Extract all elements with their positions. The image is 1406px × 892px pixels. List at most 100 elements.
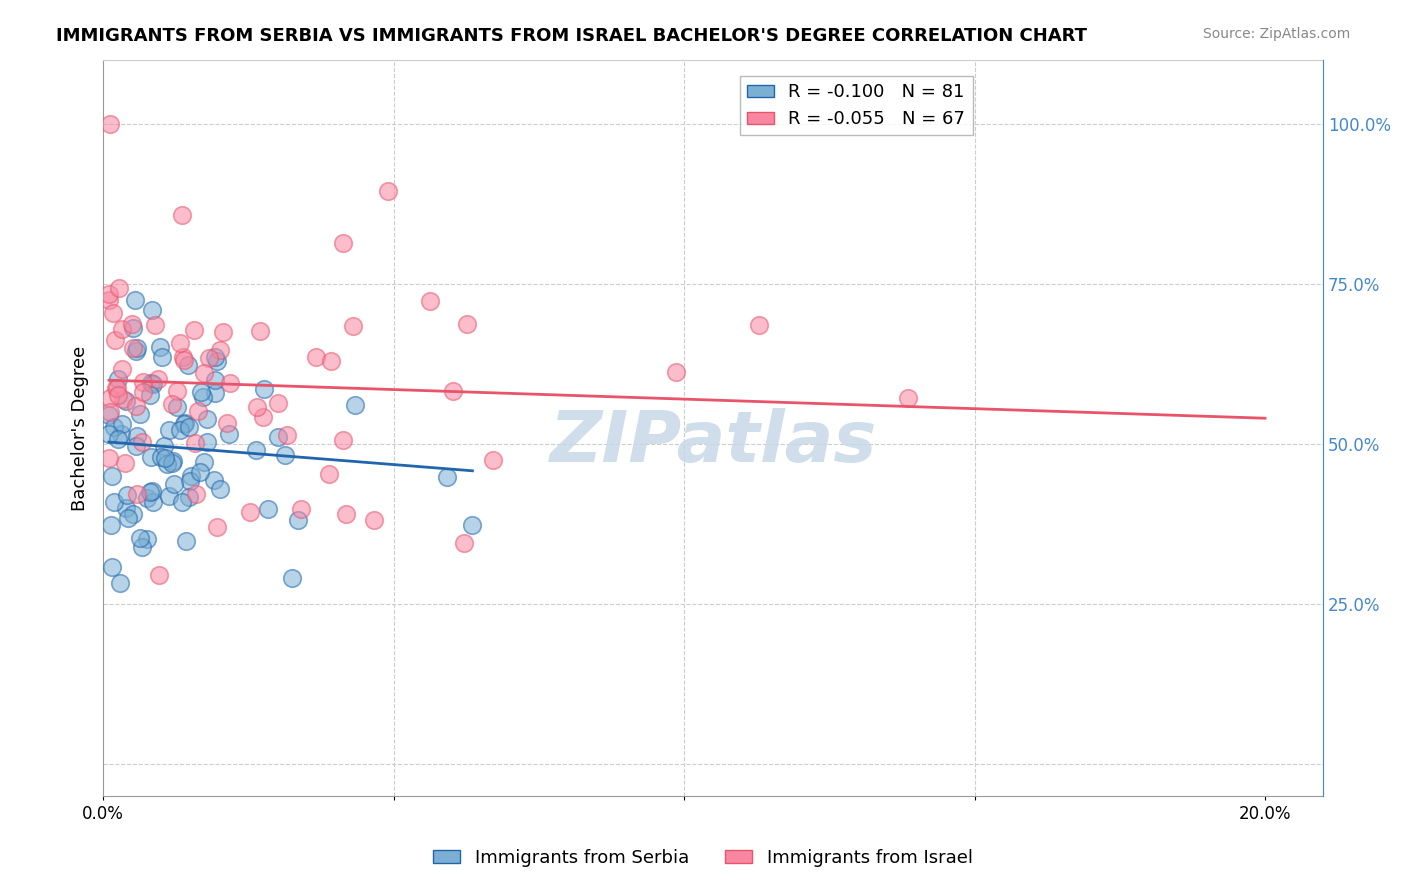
Point [267,430,290,444]
Point [163,477,186,491]
Point [152,350,174,364]
Point [249,325,271,339]
Point [195,435,218,450]
Point [665,365,688,379]
Point [142,495,165,509]
Point [111,362,134,376]
Point [131,540,153,554]
Point [149,340,172,354]
Point [112,392,135,406]
Point [205,520,228,534]
Point [187,404,209,418]
Point [170,208,193,222]
Point [186,487,208,501]
Point [169,336,191,351]
Point [125,399,148,413]
Point [174,416,197,430]
Point [332,235,354,250]
Point [149,450,172,465]
Y-axis label: Bachelor's Degree: Bachelor's Degree [72,345,89,510]
Point [377,184,399,198]
Point [184,435,207,450]
Point [239,505,262,519]
Point [290,502,312,516]
Point [160,456,183,470]
Point [121,318,143,332]
Point [188,465,211,479]
Point [139,376,162,391]
Point [215,416,238,430]
Point [101,560,124,574]
Legend: R = -0.100   N = 81, R = -0.055   N = 67: R = -0.100 N = 81, R = -0.055 N = 67 [740,76,973,136]
Point [318,467,340,482]
Point [170,495,193,509]
Point [253,382,276,396]
Text: ZIPatlas: ZIPatlas [550,409,877,477]
Point [125,439,148,453]
Point [218,376,240,391]
Point [342,318,364,333]
Point [125,486,148,500]
Point [172,351,194,365]
Point [183,323,205,337]
Point [169,423,191,437]
Point [125,341,148,355]
Point [332,433,354,447]
Point [136,532,159,546]
Point [139,484,162,499]
Point [195,412,218,426]
Point [143,318,166,332]
Point [128,407,150,421]
Point [218,426,240,441]
Point [155,450,177,465]
Point [122,341,145,355]
Point [166,401,188,415]
Point [441,384,464,398]
Point [107,387,129,401]
Point [179,420,201,434]
Point [108,575,131,590]
Point [166,384,188,398]
Point [273,448,295,462]
Point [287,513,309,527]
Point [103,495,125,509]
Point [97,427,120,442]
Point [305,351,328,365]
Point [157,423,180,437]
Point [281,571,304,585]
Point [97,293,120,307]
Point [110,427,132,442]
Point [212,325,235,339]
Point [139,388,162,402]
Point [162,454,184,468]
Point [100,517,122,532]
Point [132,375,155,389]
Point [205,354,228,368]
Legend: Immigrants from Serbia, Immigrants from Israel: Immigrants from Serbia, Immigrants from … [426,842,980,874]
Point [191,390,214,404]
Point [114,394,136,409]
Text: IMMIGRANTS FROM SERBIA VS IMMIGRANTS FROM ISRAEL BACHELOR'S DEGREE CORRELATION C: IMMIGRANTS FROM SERBIA VS IMMIGRANTS FRO… [56,27,1087,45]
Point [204,386,226,401]
Point [122,507,145,521]
Point [173,353,195,368]
Point [252,410,274,425]
Point [121,321,143,335]
Point [131,385,153,400]
Point [173,417,195,431]
Point [202,473,225,487]
Point [897,391,920,405]
Point [146,372,169,386]
Point [117,487,139,501]
Point [461,517,484,532]
Point [97,287,120,301]
Point [148,567,170,582]
Point [419,294,441,309]
Point [97,408,120,422]
Point [117,511,139,525]
Point [321,353,343,368]
Point [111,417,134,431]
Point [131,435,153,450]
Point [482,453,505,467]
Point [100,391,122,405]
